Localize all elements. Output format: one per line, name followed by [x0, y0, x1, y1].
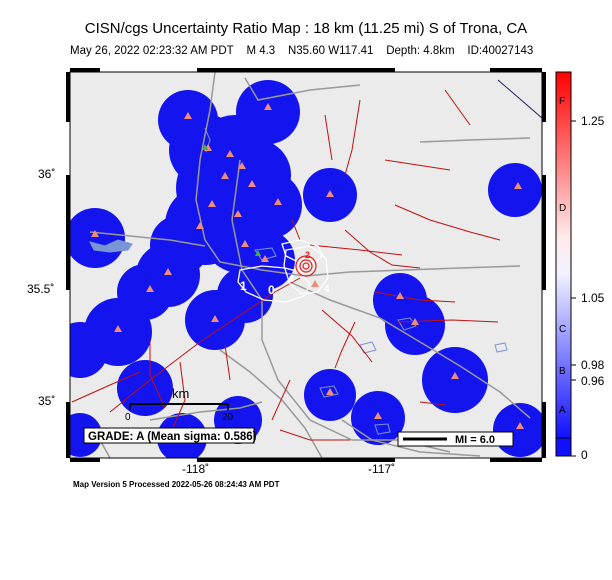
coverage-layer [70, 80, 542, 458]
grade-letter: C [559, 324, 567, 335]
grade-label: GRADE: A (Mean sigma: 0.586) [88, 431, 257, 443]
scale-tick: 0 [125, 412, 131, 423]
scale-tick: 20 [222, 412, 234, 423]
grade-letter: A [559, 405, 566, 416]
grade-letter: D [559, 203, 567, 214]
lat-label: 35˚ [38, 394, 56, 408]
colorbar-value: 0.98 [581, 358, 605, 372]
contour-label: 4 [324, 284, 330, 295]
colorbar-value: 1.25 [581, 114, 605, 128]
colorbar [555, 71, 576, 457]
contour-label: 0 [268, 283, 275, 297]
grade-box: GRADE: A (Mean sigma: 0.586) [83, 427, 257, 444]
mi-legend-box: MI = 6.0 [397, 431, 514, 447]
grade-letter: F [559, 96, 566, 107]
colorbar-value: 0.96 [581, 374, 605, 388]
map-title: CISN/cgs Uncertainty Ratio Map : 18 km (… [84, 20, 528, 37]
map-subtitle: May 26, 2022 02:23:32 AM PDT M 4.3 N35.6… [70, 45, 533, 57]
green-stations [202, 144, 261, 256]
colorbar-value: 0 [581, 448, 588, 462]
contour-label-group: 1 0 8 2 4 [240, 250, 330, 297]
stations-layer [91, 103, 524, 429]
map-area: 1 0 8 2 4 km 0 20 GRADE: A (Mean sigma: … [70, 72, 542, 458]
event-depth: Depth: 4.8km [386, 45, 455, 57]
frame-border-segments [66, 68, 546, 462]
event-id: ID:40027143 [467, 45, 534, 57]
lon-label: -118˚ [182, 462, 210, 476]
scale-bar: km 0 20 [125, 386, 234, 423]
epicenter-contours [295, 255, 317, 277]
lon-label: -117˚ [368, 462, 396, 476]
contour-label: 2 [305, 250, 310, 260]
lat-label: 35.5˚ [27, 282, 55, 296]
scale-unit: km [172, 386, 189, 401]
mi-label: MI = 6.0 [455, 434, 495, 446]
map-footer: Map Version 5 Processed 2022-05-26 08:24… [73, 480, 280, 489]
contours-layer [237, 239, 329, 303]
event-datetime: May 26, 2022 02:23:32 AM PDT [70, 45, 234, 57]
grade-letter: B [559, 366, 566, 377]
event-magnitude: M 4.3 [246, 45, 276, 57]
contour-label: 8 [289, 274, 294, 284]
contour-label: 1 [240, 279, 247, 293]
colorbar-value: 1.05 [581, 291, 605, 305]
lat-label: 36˚ [38, 167, 56, 181]
event-location: N35.60 W117.41 [287, 45, 374, 57]
